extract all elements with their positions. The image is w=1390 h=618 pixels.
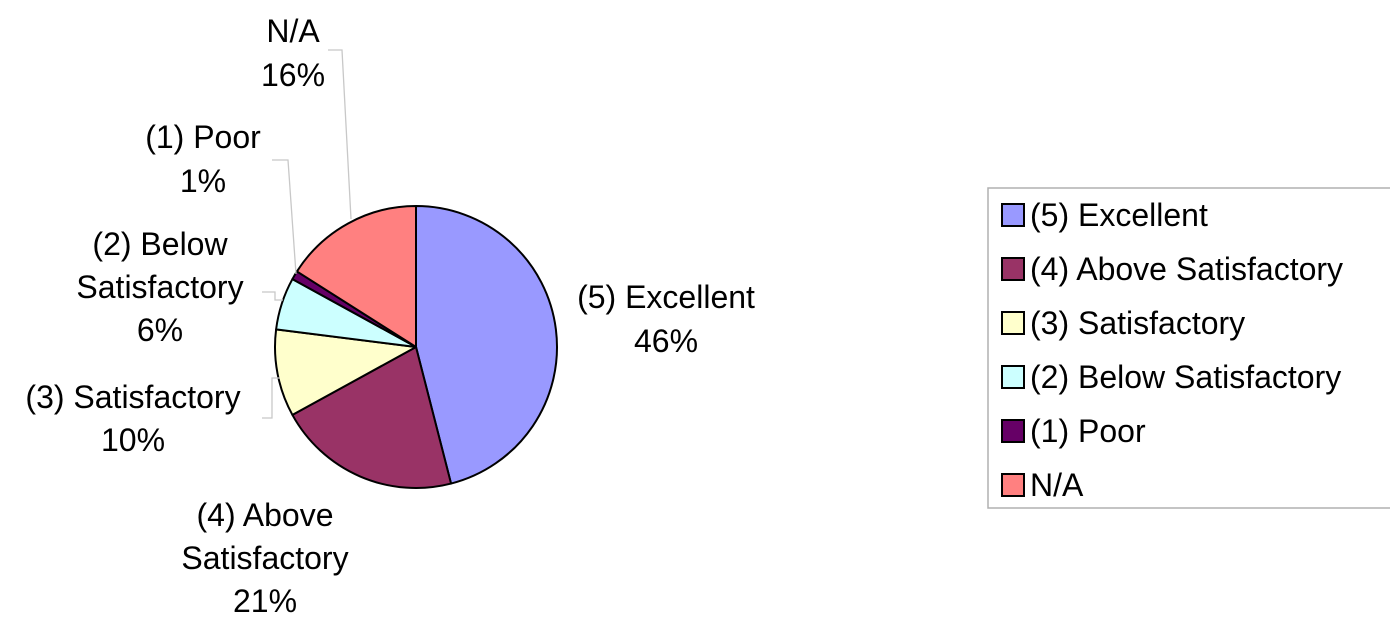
- slice-label-4-above-satisfactory-line-2: Satisfactory: [181, 540, 348, 576]
- legend-label-3-satisfactory: (3) Satisfactory: [1030, 305, 1245, 341]
- legend-label-1-poor: (1) Poor: [1030, 413, 1146, 449]
- slice-label-4-above-satisfactory-line-1: (4) Above: [197, 497, 334, 533]
- slice-percent-2-below-satisfactory: 6%: [137, 312, 183, 348]
- legend-label-n-a: N/A: [1030, 467, 1084, 503]
- pie-slice-4-above-satisfactory: [291, 346, 453, 489]
- slice-percent-5-excellent: 46%: [634, 323, 698, 359]
- legend-label-4-above-satisfactory: (4) Above Satisfactory: [1030, 251, 1343, 287]
- legend-swatch-3-satisfactory: [1001, 311, 1025, 335]
- legend-swatch-2-below-satisfactory: [1001, 365, 1025, 389]
- slice-label-n-a-line-1: N/A: [266, 13, 320, 49]
- slice-labels: (5) Excellent 46% (4) Above Satisfactory 21%…: [25, 13, 755, 618]
- legend-swatch-4-above-satisfactory: [1001, 257, 1025, 281]
- pie-slice-n-a: [295, 205, 417, 348]
- leader-line-3-satisfactory: [262, 377, 280, 419]
- legend-swatch-1-poor: [1001, 419, 1025, 443]
- pie-slice-3-satisfactory: [274, 328, 417, 416]
- leader-lines: [262, 49, 352, 419]
- legend-label-5-excellent: (5) Excellent: [1030, 197, 1208, 233]
- slice-label-5-excellent-line-1: (5) Excellent: [577, 279, 755, 315]
- slice-label-1-poor-line-1: (1) Poor: [145, 119, 261, 155]
- legend-box: [987, 187, 1390, 509]
- legend-swatch-n-a: [1001, 473, 1025, 497]
- pie-slice-5-excellent: [415, 205, 558, 485]
- legend-swatch-5-excellent: [1001, 203, 1025, 227]
- slice-percent-4-above-satisfactory: 21%: [233, 583, 297, 618]
- slice-percent-3-satisfactory: 10%: [101, 422, 165, 458]
- slice-percent-1-poor: 1%: [180, 163, 226, 199]
- slice-label-2-below-satisfactory-line-1: (2) Below: [92, 226, 228, 262]
- leader-line-n-a: [328, 49, 352, 220]
- legend-label-2-below-satisfactory: (2) Below Satisfactory: [1030, 359, 1341, 395]
- slice-percent-n-a: 16%: [261, 57, 325, 93]
- slice-label-3-satisfactory-line-1: (3) Satisfactory: [25, 379, 240, 415]
- pie-slices: [274, 205, 558, 489]
- leader-line-1-poor: [272, 159, 297, 275]
- slice-label-2-below-satisfactory-line-2: Satisfactory: [76, 269, 243, 305]
- legend: (5) Excellent (4) Above Satisfactory (3) S…: [987, 187, 1390, 509]
- leader-line-2-below-satisfactory: [262, 291, 283, 301]
